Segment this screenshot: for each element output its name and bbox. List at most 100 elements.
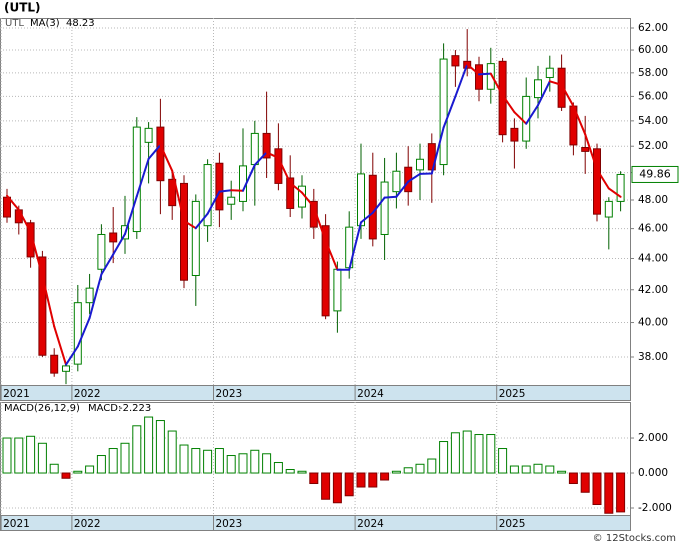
macd-bar (203, 449, 213, 474)
macd-bar (285, 469, 295, 474)
y-tick-label: 44.00 (638, 252, 668, 264)
ma-segment (253, 151, 268, 166)
macd-bar (191, 448, 201, 474)
legend-ma-value: 48.23 (66, 18, 95, 29)
candle-body (368, 174, 377, 240)
y-tick-label: 42.00 (638, 284, 668, 296)
candle-body (321, 225, 330, 317)
y-tick-label: 56.00 (638, 90, 668, 102)
ma-segment (65, 345, 79, 366)
ma-segment (171, 169, 185, 222)
macd-bar (568, 472, 578, 485)
ma-segment (53, 325, 67, 366)
candle-body (357, 173, 365, 227)
candle-body (392, 170, 401, 193)
ma-segment (348, 221, 362, 271)
macd-bar (521, 465, 531, 474)
macd-bar (391, 470, 401, 474)
ma-segment (301, 191, 315, 209)
candle-body (144, 127, 153, 143)
candle-body (498, 60, 507, 136)
ma-segment (147, 143, 162, 160)
ma-segment (312, 206, 327, 242)
y-tick-label: 52.00 (638, 140, 668, 152)
y-tick-label: -2.000 (638, 502, 672, 514)
candle-body (156, 126, 165, 182)
ma-segment (442, 95, 457, 129)
candle-body (486, 63, 495, 90)
x-tick-label: 2024 (357, 518, 384, 530)
candle-body (557, 67, 566, 108)
ma-segment (289, 182, 303, 194)
candle-body (475, 64, 483, 90)
macd-bar (380, 472, 390, 481)
candle-body (286, 177, 295, 209)
x-tick-label: 2022 (74, 518, 101, 530)
candle-body (250, 132, 259, 166)
ma-segment (513, 111, 528, 125)
candle-body (73, 302, 82, 365)
ma-segment (100, 253, 115, 276)
ma-segment (124, 195, 138, 236)
ma-segment (183, 219, 197, 230)
macd-bar (557, 470, 567, 474)
macd-bar (474, 434, 484, 474)
legend-ma-name: MA(3) (30, 18, 60, 29)
macd-bar (580, 472, 590, 493)
ma-segment (135, 157, 150, 198)
ma-segment (489, 72, 504, 97)
candle-body (109, 232, 118, 243)
candle-body (191, 200, 200, 277)
ma-segment (324, 239, 339, 271)
macd-bar (85, 465, 95, 474)
ma-segment (596, 168, 610, 190)
chart-title: (UTL) (4, 1, 41, 15)
macd-bar (321, 472, 331, 500)
ma-segment (478, 72, 492, 76)
x-tick-label: 2025 (499, 518, 526, 530)
candle-body (604, 200, 613, 218)
macd-bar (14, 437, 24, 474)
macd-bar (450, 432, 460, 474)
ma-segment (560, 83, 575, 108)
candle-body (85, 287, 94, 304)
panel-frame (0, 402, 631, 516)
candle-body (439, 58, 448, 166)
ma-segment (112, 233, 126, 256)
ma-segment (206, 190, 221, 215)
candle-body (593, 148, 601, 215)
macd-bar (96, 455, 106, 474)
macd-bar (356, 472, 366, 488)
x-tick-label: 2023 (216, 388, 243, 400)
date-strip (0, 515, 631, 531)
ma-segment (88, 273, 103, 320)
candle-body (26, 222, 35, 258)
macd-title: MACD(26,12,9) (4, 403, 80, 414)
ma-segment (371, 196, 386, 214)
macd-bar (616, 472, 626, 513)
footer: © 12Stocks.com (593, 533, 676, 544)
macd-bar (37, 442, 47, 474)
macd-value: -2.223 (119, 403, 151, 414)
macd-bar (297, 470, 307, 474)
price-tag (631, 165, 679, 183)
macd-bar (498, 448, 508, 474)
ma-segment (537, 80, 551, 107)
ma-segment (584, 133, 598, 171)
ma-segment (501, 94, 516, 114)
macd-bar (155, 420, 165, 474)
macd-bar (250, 449, 260, 474)
ma-segment (76, 317, 91, 348)
x-tick-label: 2025 (499, 388, 526, 400)
x-tick-label: 2024 (357, 388, 384, 400)
candle-body (581, 147, 590, 152)
candle-body (215, 162, 224, 211)
macd-bar (368, 472, 378, 488)
ma-segment (525, 104, 539, 125)
y-tick-label: 38.00 (638, 351, 668, 363)
macd-bar (2, 437, 12, 474)
macd-bar (73, 470, 83, 474)
candle-body (227, 196, 236, 205)
